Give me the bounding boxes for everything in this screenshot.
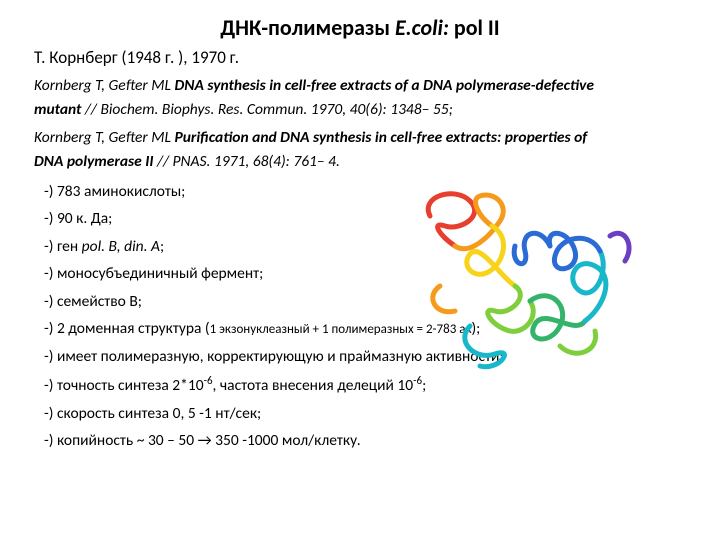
bullet-7: -) имеет полимеразную, корректирующую и … — [44, 347, 692, 368]
reference-2-line2: DNA polymerase II // PNAS. 1971, 68(4): … — [34, 150, 682, 174]
ref2-title: Purification and DNA synthesis in cell-f… — [175, 128, 588, 147]
bullet-list: -) 783 аминокислоты; -) 90 к. Да; -) ген… — [44, 182, 692, 452]
ref2-line2-bold: DNA polymerase II — [34, 152, 154, 171]
reference-1: Kornberg T, Gefter ML DNA synthesis in c… — [34, 74, 682, 98]
bullet-10: -) копийность ~ 30 – 50 → 350 -1000 мол/… — [44, 431, 692, 452]
slide-title: ДНК-полимеразы E.coli: pol II — [28, 14, 692, 41]
bullet-8: -) точность синтеза 2*10-6, частота внес… — [44, 374, 692, 397]
title-post: pol II — [449, 14, 500, 41]
reference-2: Kornberg T, Gefter ML Purification and D… — [34, 126, 682, 150]
bullet-1: -) 783 аминокислоты; — [44, 182, 692, 203]
author-year: Т. Корнберг (1948 г. ), 1970 г. — [34, 47, 692, 68]
ref2-authors: Kornberg T, Gefter ML — [34, 128, 175, 147]
ref1-title: DNA synthesis in cell-free extracts of a… — [175, 76, 594, 95]
slide: ДНК-полимеразы E.coli: pol II Т. Корнбер… — [0, 0, 720, 540]
ref2-line2-tail: // PNAS. 1971, 68(4): 761– 4. — [154, 152, 340, 171]
ref1-line2-bold: mutant — [34, 100, 81, 119]
bullet-4: -) моносубъединичный фермент; — [44, 264, 692, 285]
bullet-6: -) 2 доменная структура (1 экзонуклеазны… — [44, 319, 692, 340]
bullet-3: -) ген pol. B, din. A; — [44, 237, 692, 258]
title-pre: ДНК-полимеразы — [220, 14, 395, 41]
reference-1-line2: mutant // Biochem. Biophys. Res. Commun.… — [34, 98, 682, 122]
title-ital: E.coli: — [395, 14, 449, 41]
bullet-9: -) скорость синтеза 0, 5 -1 нт/сек; — [44, 404, 692, 425]
ref1-authors: Kornberg T, Gefter ML — [34, 76, 175, 95]
ref1-line2-tail: // Biochem. Biophys. Res. Commun. 1970, … — [81, 100, 452, 119]
bullet-2: -) 90 к. Да; — [44, 209, 692, 230]
bullet-5: -) семейство В; — [44, 292, 692, 313]
